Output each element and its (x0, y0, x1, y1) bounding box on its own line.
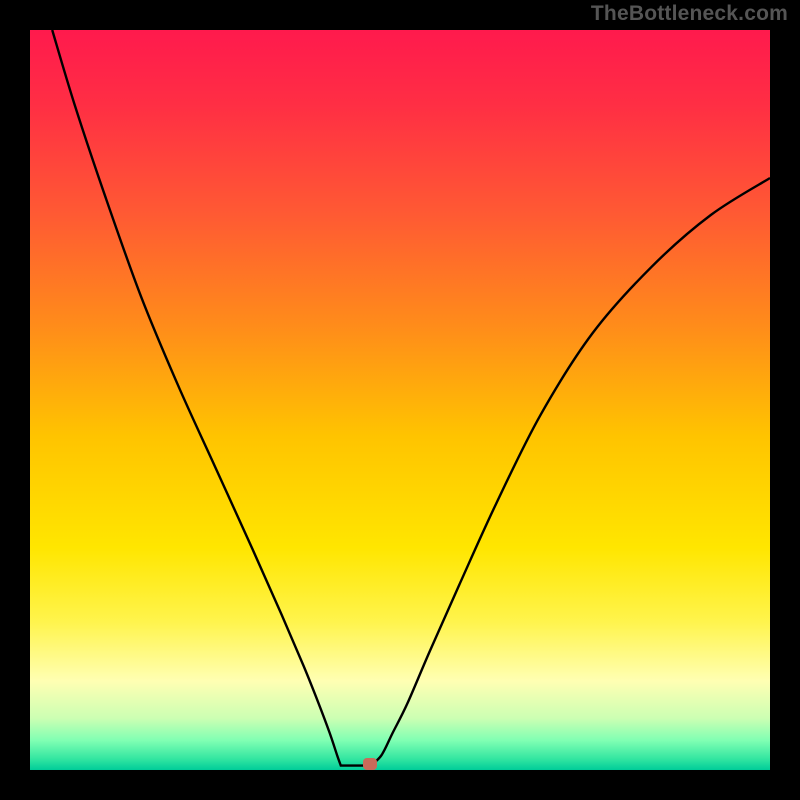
optimal-point-marker (363, 758, 377, 770)
bottleneck-curve (30, 30, 770, 770)
plot-area (30, 30, 770, 770)
watermark-text: TheBottleneck.com (591, 2, 788, 26)
chart-container: TheBottleneck.com (0, 0, 800, 800)
